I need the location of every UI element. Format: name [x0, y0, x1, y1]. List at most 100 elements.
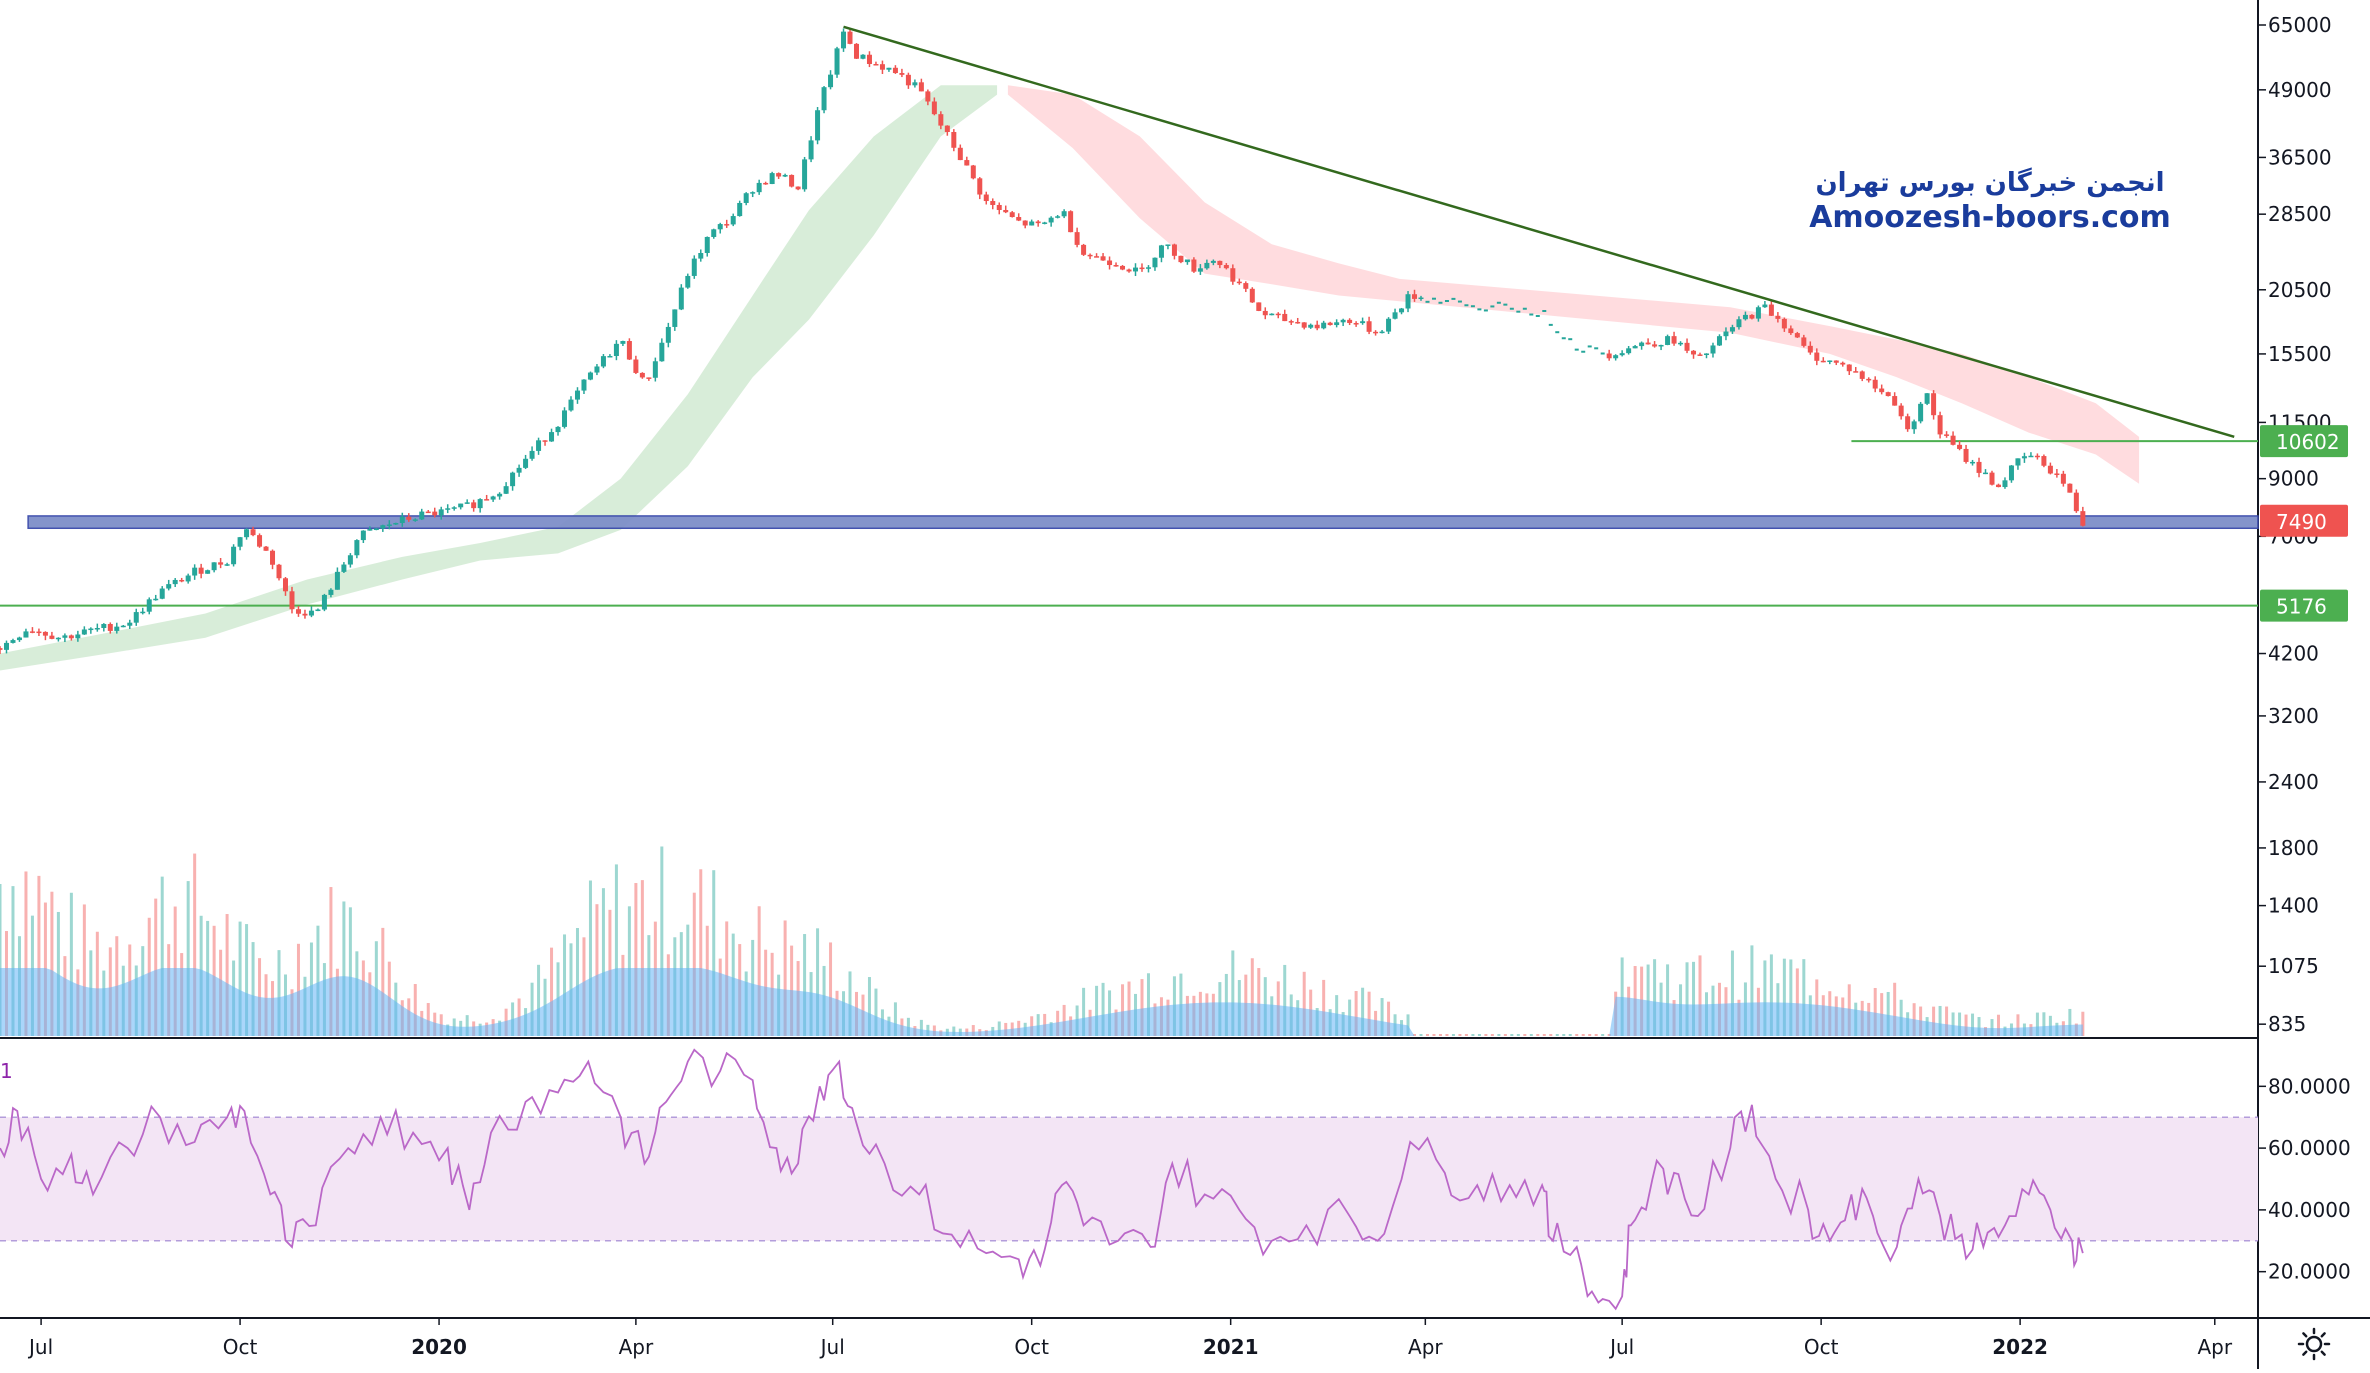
candle	[2080, 511, 2086, 526]
candle	[1736, 319, 1742, 328]
candle	[1749, 314, 1755, 319]
candle	[1029, 221, 1035, 226]
candle	[1716, 336, 1722, 346]
price-tick-label: 1075	[2268, 954, 2319, 978]
candle	[879, 64, 885, 70]
watermark: انجمن خبرگان بورس تهران Amoozesh-boors.c…	[1780, 168, 2200, 235]
candle	[860, 54, 866, 59]
time-tick-label: Oct	[1014, 1335, 1049, 1359]
price-tick-label: 28500	[2268, 202, 2332, 226]
volume-bar	[1789, 959, 1793, 1036]
volume-bar	[1438, 1034, 1442, 1036]
candle	[555, 426, 561, 433]
price-tick-label: 65000	[2268, 13, 2332, 37]
candle	[497, 493, 503, 497]
candle	[2054, 473, 2060, 475]
candle	[905, 74, 911, 86]
volume-bar	[56, 911, 60, 1036]
candle	[438, 509, 444, 516]
volume-bar	[640, 880, 644, 1036]
candle	[3, 642, 9, 650]
candle	[16, 637, 22, 641]
volume-bar	[1990, 1019, 1994, 1036]
candle	[321, 594, 327, 610]
candle	[185, 575, 191, 582]
candle	[1314, 324, 1320, 329]
candle	[1652, 344, 1658, 347]
candle	[1794, 333, 1800, 338]
volume-bar	[1516, 1034, 1520, 1036]
volume-bar	[1698, 955, 1702, 1036]
candle	[1781, 318, 1787, 329]
candle	[211, 562, 217, 571]
candle	[1658, 344, 1664, 347]
candle	[250, 529, 256, 536]
ichimoku-cloud-bearish	[1007, 85, 2140, 484]
volume-bar	[1893, 982, 1897, 1036]
candle	[1957, 444, 1963, 449]
price-tick-label: 49000	[2268, 78, 2332, 102]
volume-bar	[550, 947, 554, 1036]
candle	[419, 511, 425, 520]
candle	[698, 253, 704, 259]
volume-bar	[1490, 1034, 1494, 1036]
volume-bar	[82, 904, 86, 1036]
volume-bar	[1763, 960, 1767, 1036]
volume-bar	[1666, 964, 1670, 1036]
candle	[1061, 211, 1067, 217]
price-label-box	[2260, 504, 2348, 537]
volume-bar	[1782, 958, 1786, 1036]
candle	[159, 588, 165, 599]
volume-bar	[1653, 959, 1657, 1036]
volume-bar	[1425, 1034, 1429, 1036]
candle	[516, 467, 522, 473]
ichimoku-cloud-bullish	[0, 85, 998, 671]
candle	[1703, 353, 1709, 356]
candle	[2002, 480, 2008, 488]
candle	[445, 508, 451, 510]
candle	[1723, 331, 1729, 337]
volume-bar	[601, 888, 605, 1036]
candle	[1133, 267, 1139, 272]
candle	[964, 160, 970, 166]
candle	[912, 82, 918, 86]
candle	[1197, 268, 1203, 272]
volume-bar	[2068, 1008, 2072, 1036]
candle	[523, 458, 529, 468]
price-tick-label: 36500	[2268, 145, 2332, 169]
candle	[1820, 360, 1826, 363]
candle	[594, 366, 600, 373]
settings-icon[interactable]	[2296, 1326, 2332, 1362]
candle	[244, 529, 250, 538]
candle	[542, 440, 548, 442]
candle	[574, 390, 580, 400]
price-tick-label: 4200	[2268, 642, 2319, 666]
watermark-persian: انجمن خبرگان بورس تهران	[1815, 168, 2165, 198]
candle	[581, 379, 587, 391]
volume-bar	[413, 984, 417, 1036]
volume-bar	[1108, 990, 1112, 1036]
candle	[724, 224, 730, 226]
candle	[1691, 350, 1697, 355]
candle	[1327, 322, 1333, 326]
volume-bar	[245, 924, 249, 1036]
price-label: 10602	[2276, 430, 2340, 454]
volume-bar	[296, 943, 300, 1036]
candle	[957, 147, 963, 161]
candle	[276, 564, 282, 579]
candle	[393, 522, 399, 525]
candle	[1035, 221, 1041, 224]
candle	[257, 535, 263, 547]
candle	[55, 637, 61, 640]
candle	[1016, 217, 1022, 221]
candle	[1308, 324, 1314, 328]
volume-bar	[1146, 973, 1150, 1036]
volume-bar	[1322, 979, 1326, 1036]
time-tick-label: Apr	[1408, 1335, 1443, 1359]
candle	[1866, 378, 1872, 381]
volume-bar	[1542, 1034, 1546, 1036]
candle	[925, 91, 931, 102]
volume-bar	[1484, 1034, 1488, 1036]
